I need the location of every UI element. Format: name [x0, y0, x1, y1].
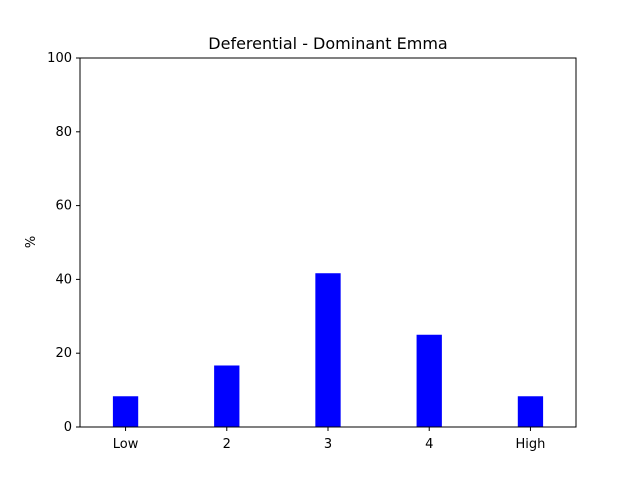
bar-3 — [315, 273, 341, 427]
y-tick-label: 0 — [64, 420, 72, 435]
x-axis-ticks: Low 2 3 4 High — [113, 427, 546, 452]
plot-area-frame — [79, 57, 577, 428]
bar-2 — [214, 365, 240, 427]
x-tick-label: 4 — [425, 437, 433, 452]
y-axis-ticks: 0 20 40 60 80 100 — [47, 51, 80, 435]
bar-low — [112, 396, 139, 427]
chart-title: Deferential - Dominant Emma — [208, 34, 447, 53]
bar-high — [517, 396, 544, 427]
y-axis-label: % — [24, 236, 39, 248]
y-tick-label: 100 — [47, 51, 72, 66]
bar-series — [112, 273, 544, 427]
y-tick-label: 40 — [55, 272, 72, 287]
y-tick-label: 60 — [55, 199, 72, 214]
x-tick-label: 2 — [223, 437, 231, 452]
x-tick-label: 3 — [324, 437, 332, 452]
bar-4 — [416, 334, 442, 427]
x-tick-label: High — [516, 437, 546, 452]
y-tick-label: 20 — [55, 346, 72, 361]
x-tick-label: Low — [113, 437, 139, 452]
y-tick-label: 80 — [55, 125, 72, 140]
